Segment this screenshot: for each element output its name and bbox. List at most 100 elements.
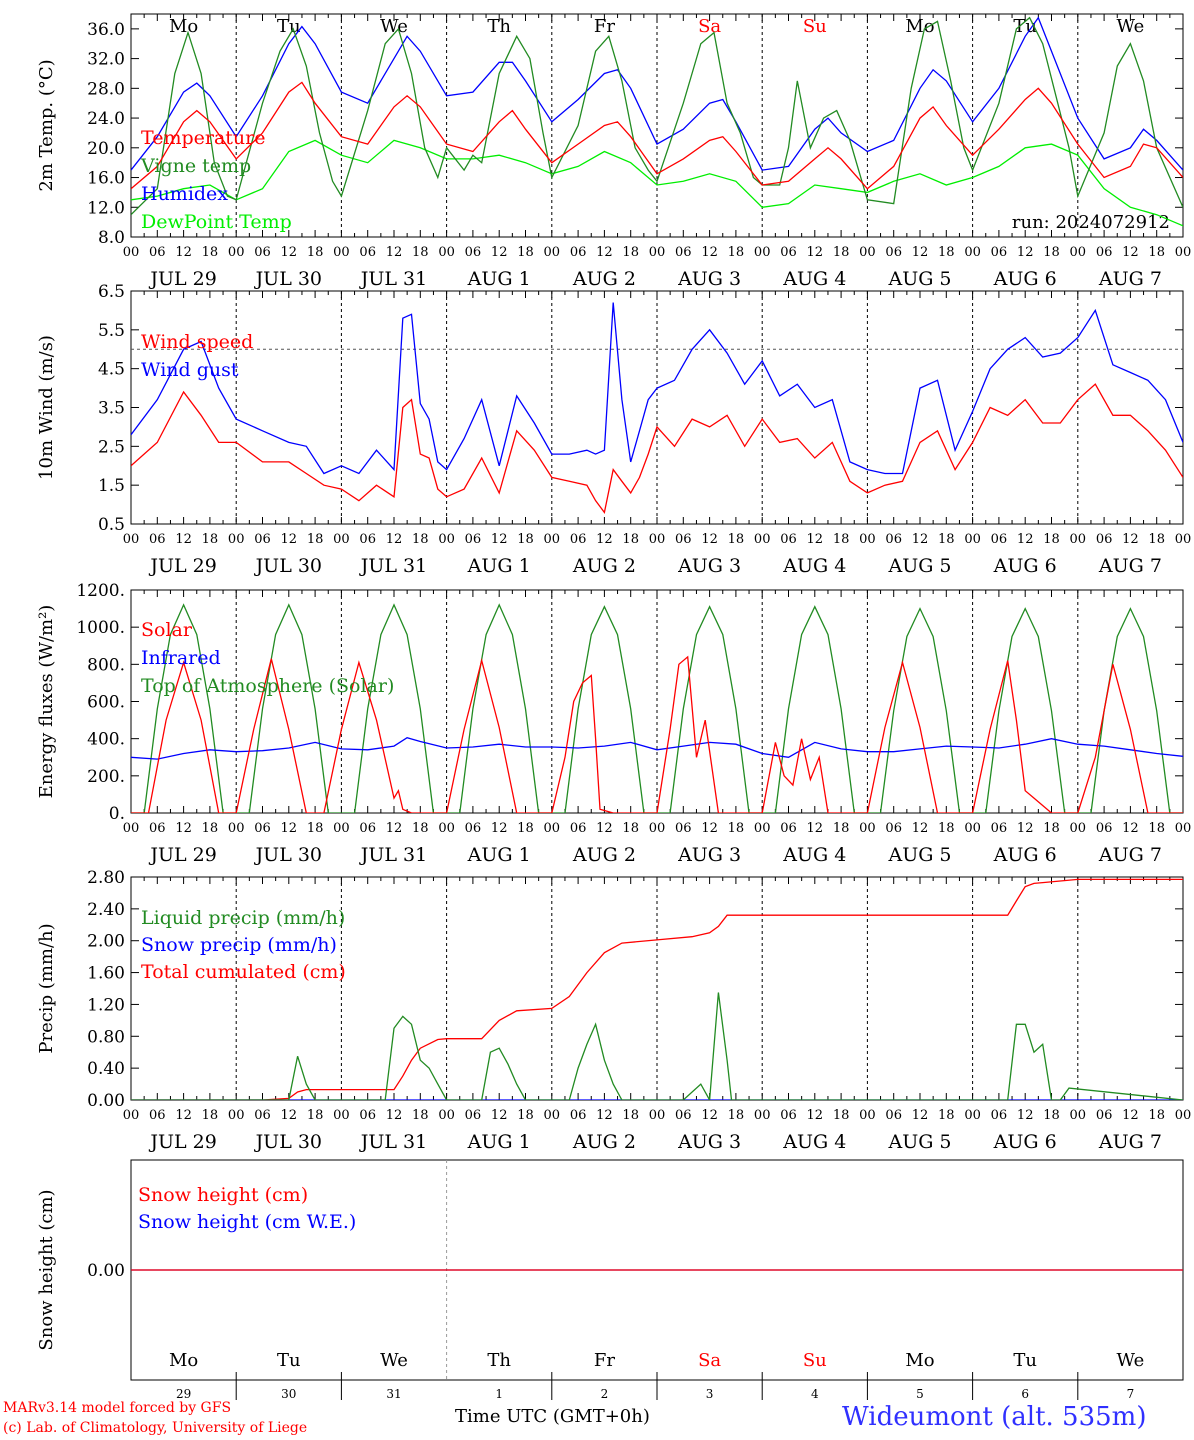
day-number-label: 1 [495, 1387, 503, 1401]
hour-tick-label: 12 [491, 1108, 508, 1123]
hour-tick-label: 00 [1070, 532, 1087, 547]
hour-tick-label: 18 [412, 245, 429, 260]
weekday-label: Fr [594, 16, 615, 37]
day-number-label: 2 [601, 1387, 609, 1401]
date-label: AUG 7 [1098, 268, 1162, 290]
hour-tick-label: 00 [859, 821, 876, 836]
date-label: AUG 6 [993, 268, 1057, 290]
hour-tick-label: 06 [1096, 821, 1113, 836]
hour-tick-label: 18 [938, 245, 955, 260]
legend-entry: Wind speed [141, 331, 253, 353]
hour-tick-label: 12 [386, 245, 403, 260]
date-label: AUG 3 [677, 1131, 741, 1153]
y-tick-label: 0.80 [87, 1027, 125, 1047]
hour-tick-label: 00 [228, 532, 245, 547]
y-axis-label: 10m Wind (m/s) [36, 335, 57, 480]
date-label: AUG 2 [572, 844, 636, 866]
hour-tick-label: 18 [833, 821, 850, 836]
hour-tick-label: 06 [675, 245, 692, 260]
hour-tick-label: 00 [544, 532, 561, 547]
hour-tick-label: 06 [570, 821, 587, 836]
date-label: AUG 2 [572, 1131, 636, 1153]
hour-tick-label: 00 [438, 532, 455, 547]
weekday-label: Tu [1013, 1350, 1037, 1371]
x-axis-label: Time UTC (GMT+0h) [455, 1406, 650, 1427]
hour-tick-label: 12 [701, 821, 718, 836]
hour-tick-label: 12 [912, 532, 929, 547]
y-tick-label: 1.20 [87, 995, 125, 1015]
date-label: AUG 1 [467, 1131, 531, 1153]
date-label: AUG 7 [1098, 844, 1162, 866]
series-line-total-cumulated-cm- [131, 878, 1183, 1100]
y-tick-label: 1.60 [87, 964, 125, 984]
date-label: JUL 30 [254, 555, 322, 577]
date-label: AUG 3 [677, 555, 741, 577]
date-label: JUL 30 [254, 1131, 322, 1153]
hour-tick-label: 12 [1017, 821, 1034, 836]
hour-tick-label: 00 [333, 1108, 350, 1123]
hour-tick-label: 12 [1122, 1108, 1139, 1123]
hour-tick-label: 12 [1017, 1108, 1034, 1123]
hour-tick-label: 06 [465, 245, 482, 260]
legend-entry: Snow height (cm) [138, 1184, 308, 1206]
hour-tick-label: 00 [1175, 1108, 1192, 1123]
hour-tick-label: 12 [912, 1108, 929, 1123]
hour-tick-label: 06 [465, 1108, 482, 1123]
legend-entry: Wind gust [141, 359, 239, 381]
legend-entry: Snow height (cm W.E.) [138, 1211, 356, 1233]
hour-tick-label: 12 [491, 821, 508, 836]
hour-tick-label: 06 [570, 532, 587, 547]
day-number-label: 31 [386, 1387, 401, 1401]
hour-tick-label: 06 [149, 245, 166, 260]
weekday-label: Mo [905, 1350, 934, 1371]
hour-tick-label: 06 [675, 821, 692, 836]
day-number-label: 4 [811, 1387, 819, 1401]
hour-tick-label: 00 [544, 1108, 561, 1123]
y-tick-label: 36.0 [87, 20, 125, 40]
date-label: AUG 5 [887, 844, 951, 866]
weekday-label: We [380, 16, 408, 37]
hour-tick-label: 00 [1070, 245, 1087, 260]
hour-tick-label: 18 [938, 821, 955, 836]
weekday-label: We [380, 1350, 408, 1371]
date-label: AUG 1 [467, 844, 531, 866]
hour-tick-label: 00 [964, 1108, 981, 1123]
weekday-label: Mo [905, 16, 934, 37]
hour-tick-label: 18 [1148, 532, 1165, 547]
y-axis-label: Energy fluxes (W/m²) [36, 605, 57, 799]
hour-tick-label: 00 [333, 821, 350, 836]
plot-frame [130, 13, 1184, 238]
date-label: JUL 30 [254, 844, 322, 866]
hour-tick-label: 06 [675, 532, 692, 547]
legend-entry: Temperature [141, 127, 265, 149]
hour-tick-label: 06 [675, 1108, 692, 1123]
y-tick-label: 16.0 [87, 169, 125, 189]
weekday-label: Mo [169, 1350, 198, 1371]
hour-tick-label: 06 [149, 821, 166, 836]
hour-tick-label: 00 [859, 532, 876, 547]
date-label: JUL 29 [148, 268, 216, 290]
hour-tick-label: 00 [438, 245, 455, 260]
y-tick-label: 2.40 [87, 900, 125, 920]
hour-tick-label: 18 [622, 532, 639, 547]
hour-tick-label: 12 [281, 245, 298, 260]
hour-tick-label: 00 [228, 1108, 245, 1123]
date-label: AUG 3 [677, 844, 741, 866]
hour-tick-label: 00 [1175, 821, 1192, 836]
station-name: Wideumont (alt. 535m) [842, 1402, 1147, 1432]
hour-tick-label: 00 [649, 245, 666, 260]
hour-tick-label: 18 [307, 821, 324, 836]
date-label: AUG 5 [887, 1131, 951, 1153]
date-label: AUG 5 [887, 268, 951, 290]
date-label: AUG 7 [1098, 555, 1162, 577]
hour-tick-label: 12 [386, 532, 403, 547]
hour-tick-label: 06 [1096, 1108, 1113, 1123]
day-number-label: 30 [281, 1387, 296, 1401]
hour-tick-label: 00 [754, 532, 771, 547]
series-line-humidex [131, 16, 1183, 171]
hour-tick-label: 18 [938, 532, 955, 547]
day-number-label: 7 [1127, 1387, 1135, 1401]
hour-tick-label: 18 [202, 821, 219, 836]
day-number-label: 6 [1021, 1387, 1029, 1401]
hour-tick-label: 18 [938, 1108, 955, 1123]
